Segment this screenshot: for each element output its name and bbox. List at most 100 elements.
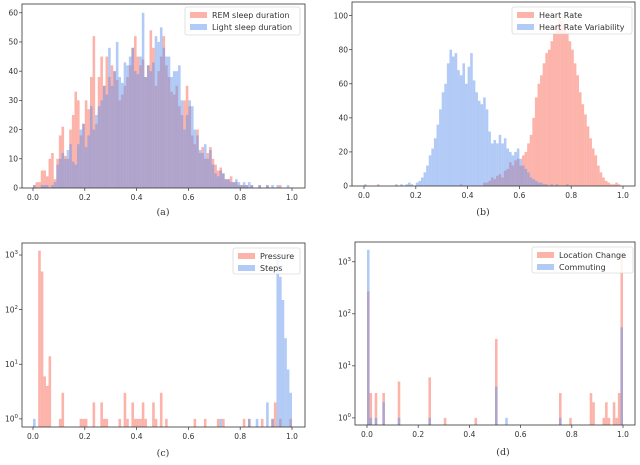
x-tick-label: 1.0 [617,430,629,439]
histogram-bar [242,182,246,188]
histogram-bar [84,418,88,427]
histogram-bar [540,182,543,186]
histogram-bar [149,71,153,188]
x-tick-label: 1.0 [617,191,629,200]
x-tick-label: 0.8 [234,432,246,441]
y-tick-label: 101 [5,359,18,369]
series-pressure [38,250,292,427]
histogram-bar [123,62,127,188]
histogram-bar [602,417,606,425]
y-tick-label: 40 [338,114,348,123]
legend-box [511,6,633,35]
histogram-bar [506,148,510,186]
histogram-bar [165,418,168,427]
series-commuting [367,249,623,425]
histogram-bar [514,151,517,186]
histogram-bar [216,176,220,188]
histogram-bar [79,418,83,427]
histogram-bar [602,177,605,186]
histogram-bar [428,377,431,425]
histogram-bar [586,126,590,186]
histogram-bar [74,164,78,188]
histogram-bar [84,100,88,188]
histogram-bar [92,36,96,188]
y-tick-label: 40 [8,67,18,76]
histogram-bar [498,134,502,186]
histogram-bar [232,182,236,188]
histogram-bar [178,65,181,188]
histogram-bar [610,184,613,186]
histogram-bar [584,114,587,186]
histogram-bar [576,75,579,186]
histogram-bar [374,393,378,425]
histogram-bar [273,402,277,427]
legend-swatch [190,12,207,18]
histogram-bar [474,417,478,425]
panel-c: 0.0 0.2 0.4 0.6 0.8 1.0 100 101 102 103 Pressure St… [5,242,306,459]
histogram-bar [397,381,401,425]
histogram-bar [418,180,421,186]
histogram-bar [607,417,611,425]
legend-label: Heart Rate [539,11,582,20]
histogram-bar [568,41,572,187]
histogram-bar [599,172,603,186]
histogram-bar [250,185,254,188]
histogram-bar [612,184,616,186]
y-tick-label: 100 [338,413,352,423]
legend-swatch [537,264,554,270]
histogram-bar [100,402,103,427]
histogram-bar [612,402,616,425]
series-heart-rate-variability [364,49,569,187]
x-tick-label: 0.0 [27,432,39,441]
axes-frame [21,242,306,428]
histogram-bar [193,418,197,427]
histogram-bar [79,129,83,188]
histogram-bar [271,418,274,427]
histogram-bar [276,185,280,188]
histogram-bar [154,36,158,188]
axes-frame [21,3,306,189]
histogram-bar [229,176,233,188]
histogram-bar [446,63,450,187]
histogram-bar [198,150,202,188]
histogram-bar [444,83,447,186]
y-tick-label: 10 [8,154,18,163]
histogram-bar [604,180,608,186]
legend-box [184,6,301,36]
histogram-bar [537,83,541,186]
panel-b: 0.0 0.2 0.4 0.6 0.8 1.0 0 20 40 60 80 100 Heart Rate… [334,1,636,218]
histogram-bar [436,124,440,186]
histogram-bar [134,71,137,188]
panel-a: 0.0 0.2 0.4 0.6 0.8 1.0 0 10 20 30 40 50 60 REM sleep… [8,3,306,218]
histogram-bar [555,184,559,186]
legend-swatch [517,12,534,18]
histogram-bar [131,47,135,188]
histogram-bar [144,77,147,188]
histogram-bar [441,92,445,186]
histogram-bar [87,135,90,188]
x-tick-label: 0.4 [131,432,143,441]
histogram-bar [367,249,370,425]
histogram-bar [245,185,248,188]
histogram-bar [136,418,140,427]
histogram-bar [397,417,401,425]
histogram-bar [216,418,220,427]
histogram-bar [33,418,36,427]
histogram-bar [214,173,217,188]
histogram-bar [240,185,243,188]
y-tick-label: 102 [338,309,351,319]
histogram-bar [382,402,385,425]
y-tick-label: 101 [338,361,351,371]
histogram-bar [607,182,611,186]
histogram-bar [139,56,142,189]
histogram-bar [477,100,481,186]
histogram-bar [266,185,269,188]
histogram-bar [100,100,103,188]
histogram-bar [48,158,52,188]
histogram-bar [490,143,494,186]
histogram-bar [209,150,212,188]
histogram-bar [617,184,621,186]
histogram-bar [550,41,554,187]
histogram-bar [123,392,127,427]
